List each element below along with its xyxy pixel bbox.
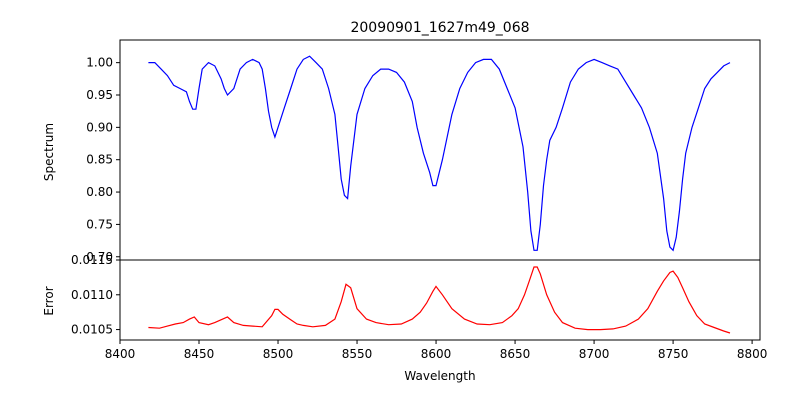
x-tick-label: 8750 (658, 347, 689, 361)
error-series-line (148, 266, 731, 334)
x-tick-label: 8600 (421, 347, 452, 361)
spectrum-y-tick-label: 0.70 (86, 250, 113, 264)
spectrum-y-tick-label: 0.90 (86, 120, 113, 134)
error-y-tick-label: 0.0105 (71, 323, 113, 337)
x-tick-label: 8650 (500, 347, 531, 361)
spectrum-y-tick-label: 0.95 (86, 88, 113, 102)
spectrum-y-tick-label: 1.00 (86, 56, 113, 70)
error-y-tick-label: 0.0115 (71, 253, 113, 267)
chart-title: 20090901_1627m49_068 (350, 20, 529, 36)
spectrum-axis-label: Spectrum (42, 123, 56, 181)
wavelength-axis-label: Wavelength (404, 369, 475, 383)
x-tick-label: 8700 (579, 347, 610, 361)
error-panel: 0.0105 0.0110 0.0115 8400 8450 8500 8550 8600 86… (71, 253, 767, 361)
x-tick-label: 8800 (737, 347, 768, 361)
spectrum-y-tick-label: 0.80 (86, 185, 113, 199)
spectrum-series-line (148, 55, 731, 252)
x-tick-label: 8400 (105, 347, 136, 361)
error-y-tick-label: 0.0110 (71, 288, 113, 302)
x-tick-label: 8550 (342, 347, 373, 361)
error-axis-label: Error (42, 286, 56, 315)
error-plot-frame (119, 259, 761, 341)
x-tick-label: 8500 (263, 347, 294, 361)
spectrum-y-tick-label: 0.85 (86, 153, 113, 167)
x-tick-label: 8450 (184, 347, 215, 361)
spectrum-y-tick-label: 0.75 (86, 217, 113, 231)
